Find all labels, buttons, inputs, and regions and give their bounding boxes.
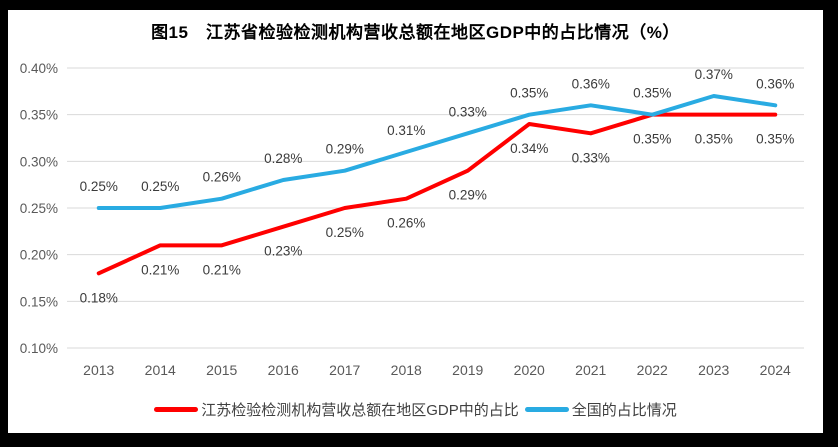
legend-swatch-jiangsu-icon [154, 407, 199, 412]
data-label: 0.21% [141, 262, 179, 277]
x-tick-label: 2017 [329, 362, 360, 378]
data-label: 0.25% [80, 179, 118, 194]
y-tick-label: 0.35% [20, 108, 58, 123]
legend-item-jiangsu: 江苏检验检测机构营收总额在地区GDP中的占比 [154, 399, 519, 420]
data-label: 0.25% [326, 225, 364, 240]
legend-label-national: 全国的占比情况 [571, 402, 677, 419]
x-tick-label: 2020 [514, 362, 545, 378]
legend-swatch-national-icon [524, 407, 569, 412]
y-tick-label: 0.25% [20, 201, 58, 216]
data-label: 0.28% [264, 151, 302, 166]
x-tick-label: 2015 [206, 362, 237, 378]
data-label: 0.36% [572, 76, 610, 91]
y-tick-label: 0.30% [20, 154, 58, 169]
series-line-0 [96, 112, 778, 276]
series-line-1 [96, 94, 778, 210]
data-label: 0.35% [633, 132, 671, 147]
data-label: 0.35% [510, 86, 548, 101]
y-tick-label: 0.10% [20, 341, 58, 356]
data-label: 0.34% [510, 141, 548, 156]
data-label: 0.26% [387, 216, 425, 231]
data-label: 0.35% [756, 132, 794, 147]
legend-label-jiangsu: 江苏检验检测机构营收总额在地区GDP中的占比 [201, 402, 519, 419]
x-tick-label: 2014 [145, 362, 176, 378]
legend: 江苏检验检测机构营收总额在地区GDP中的占比 全国的占比情况 [8, 399, 823, 420]
legend-item-national: 全国的占比情况 [524, 399, 677, 420]
data-label: 0.21% [203, 262, 241, 277]
data-label: 0.29% [449, 188, 487, 203]
x-tick-label: 2021 [575, 362, 606, 378]
x-tick-label: 2016 [268, 362, 299, 378]
data-label: 0.37% [695, 67, 733, 82]
x-tick-label: 2018 [391, 362, 422, 378]
x-tick-label: 2019 [452, 362, 483, 378]
x-tick-label: 2013 [83, 362, 114, 378]
data-label: 0.26% [203, 170, 241, 185]
chart-title: 图15 江苏省检验检测机构营收总额在地区GDP中的占比情况（%） [151, 23, 680, 42]
x-tick-label: 2024 [760, 362, 791, 378]
data-label: 0.18% [80, 290, 118, 305]
x-tick-label: 2023 [698, 362, 729, 378]
data-label: 0.29% [326, 142, 364, 157]
data-label: 0.31% [387, 123, 425, 138]
chart-canvas: 图15 江苏省检验检测机构营收总额在地区GDP中的占比情况（%） 0.40% 0.… [8, 10, 823, 433]
y-tick-label: 0.15% [20, 294, 58, 309]
data-label: 0.35% [695, 132, 733, 147]
data-label: 0.33% [449, 104, 487, 119]
x-tick-label: 2022 [637, 362, 668, 378]
data-label: 0.33% [572, 150, 610, 165]
data-label: 0.23% [264, 244, 302, 259]
data-label: 0.35% [633, 86, 671, 101]
data-label: 0.25% [141, 179, 179, 194]
y-tick-label: 0.20% [20, 248, 58, 263]
data-label: 0.36% [756, 76, 794, 91]
line-chart: 0.40% 0.35% 0.30% 0.25% 0.20% 0.15% 0.10% 2013 2… [20, 61, 804, 378]
y-tick-label: 0.40% [20, 61, 58, 76]
